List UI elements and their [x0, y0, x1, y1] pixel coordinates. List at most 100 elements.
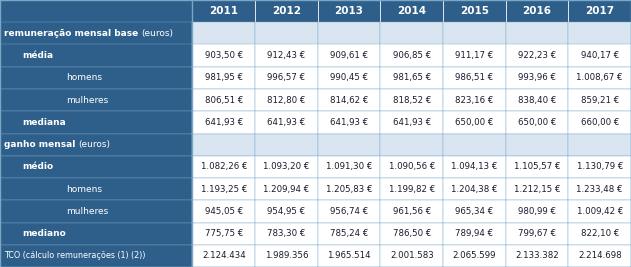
- Text: 909,61 €: 909,61 €: [330, 51, 368, 60]
- Text: 1.082,26 €: 1.082,26 €: [201, 162, 247, 171]
- Text: 1.965.514: 1.965.514: [327, 251, 371, 260]
- Text: 641,93 €: 641,93 €: [392, 118, 431, 127]
- Bar: [255, 67, 318, 89]
- Bar: [255, 156, 318, 178]
- Text: 1.091,30 €: 1.091,30 €: [326, 162, 372, 171]
- Text: 965,34 €: 965,34 €: [456, 207, 493, 216]
- Text: mulheres: mulheres: [66, 96, 109, 105]
- Bar: [192, 0, 255, 22]
- Text: 1.204,38 €: 1.204,38 €: [451, 184, 498, 194]
- Bar: [192, 156, 255, 178]
- Bar: [0, 67, 192, 89]
- Text: 2.001.583: 2.001.583: [390, 251, 433, 260]
- Bar: [255, 0, 318, 22]
- Text: média: média: [22, 51, 53, 60]
- Bar: [318, 245, 380, 267]
- Text: (euros): (euros): [78, 140, 110, 149]
- Bar: [255, 89, 318, 111]
- Text: 2015: 2015: [460, 6, 489, 16]
- Text: 786,50 €: 786,50 €: [392, 229, 431, 238]
- Bar: [569, 134, 631, 156]
- Bar: [569, 67, 631, 89]
- Bar: [318, 111, 380, 134]
- Bar: [380, 67, 443, 89]
- Bar: [443, 67, 505, 89]
- Bar: [192, 45, 255, 67]
- Bar: [255, 22, 318, 45]
- Text: 660,00 €: 660,00 €: [581, 118, 619, 127]
- Text: 922,23 €: 922,23 €: [518, 51, 556, 60]
- Bar: [443, 45, 505, 67]
- Text: médio: médio: [22, 162, 53, 171]
- Text: 1.008,67 €: 1.008,67 €: [577, 73, 623, 83]
- Bar: [255, 111, 318, 134]
- Text: 2014: 2014: [397, 6, 427, 16]
- Text: 775,75 €: 775,75 €: [204, 229, 243, 238]
- Text: 789,94 €: 789,94 €: [456, 229, 493, 238]
- Text: mediano: mediano: [22, 229, 66, 238]
- Text: 822,10 €: 822,10 €: [581, 229, 619, 238]
- Bar: [192, 22, 255, 45]
- Bar: [0, 89, 192, 111]
- Text: 799,67 €: 799,67 €: [518, 229, 556, 238]
- Text: 1.212,15 €: 1.212,15 €: [514, 184, 560, 194]
- Bar: [255, 134, 318, 156]
- Text: 2.065.599: 2.065.599: [452, 251, 496, 260]
- Text: 2.124.434: 2.124.434: [202, 251, 245, 260]
- Text: 2011: 2011: [209, 6, 239, 16]
- Bar: [380, 222, 443, 245]
- Bar: [192, 178, 255, 200]
- Bar: [443, 200, 505, 222]
- Bar: [318, 45, 380, 67]
- Bar: [0, 134, 192, 156]
- Bar: [443, 222, 505, 245]
- Text: 641,93 €: 641,93 €: [268, 118, 305, 127]
- Text: 993,96 €: 993,96 €: [518, 73, 556, 83]
- Bar: [255, 245, 318, 267]
- Text: 2012: 2012: [272, 6, 301, 16]
- Text: 996,57 €: 996,57 €: [268, 73, 305, 83]
- Bar: [0, 178, 192, 200]
- Text: 1.193,25 €: 1.193,25 €: [201, 184, 247, 194]
- Bar: [380, 134, 443, 156]
- Text: 980,99 €: 980,99 €: [518, 207, 556, 216]
- Text: 911,17 €: 911,17 €: [456, 51, 493, 60]
- Bar: [318, 178, 380, 200]
- Bar: [318, 67, 380, 89]
- Text: TCO (cálculo remunerações (1) (2)): TCO (cálculo remunerações (1) (2)): [4, 251, 145, 260]
- Bar: [506, 222, 569, 245]
- Text: 1.009,42 €: 1.009,42 €: [577, 207, 623, 216]
- Text: 945,05 €: 945,05 €: [204, 207, 243, 216]
- Text: 1.205,83 €: 1.205,83 €: [326, 184, 372, 194]
- Bar: [192, 67, 255, 89]
- Text: 812,80 €: 812,80 €: [268, 96, 305, 105]
- Text: 1.989.356: 1.989.356: [264, 251, 308, 260]
- Text: 1.093,20 €: 1.093,20 €: [263, 162, 310, 171]
- Bar: [318, 22, 380, 45]
- Text: 1.130,79 €: 1.130,79 €: [577, 162, 623, 171]
- Text: 785,24 €: 785,24 €: [330, 229, 369, 238]
- Text: 981,95 €: 981,95 €: [204, 73, 243, 83]
- Text: 2016: 2016: [522, 6, 551, 16]
- Bar: [318, 89, 380, 111]
- Bar: [443, 134, 505, 156]
- Text: 818,52 €: 818,52 €: [392, 96, 431, 105]
- Bar: [506, 156, 569, 178]
- Bar: [0, 222, 192, 245]
- Bar: [506, 22, 569, 45]
- Text: 1.233,48 €: 1.233,48 €: [577, 184, 623, 194]
- Bar: [506, 200, 569, 222]
- Text: homens: homens: [66, 73, 102, 83]
- Text: 806,51 €: 806,51 €: [204, 96, 243, 105]
- Text: homens: homens: [66, 184, 102, 194]
- Bar: [380, 178, 443, 200]
- Bar: [443, 111, 505, 134]
- Bar: [506, 89, 569, 111]
- Bar: [443, 245, 505, 267]
- Text: 2.133.382: 2.133.382: [515, 251, 559, 260]
- Text: 961,56 €: 961,56 €: [392, 207, 431, 216]
- Bar: [569, 156, 631, 178]
- Bar: [443, 156, 505, 178]
- Bar: [569, 89, 631, 111]
- Bar: [192, 89, 255, 111]
